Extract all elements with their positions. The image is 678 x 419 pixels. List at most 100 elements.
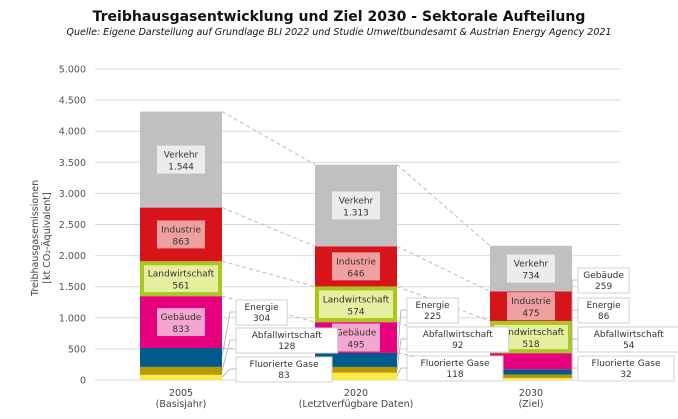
leader-line: [396, 309, 407, 360]
y-tick-label: 3.500: [59, 158, 86, 169]
callout-value: 54: [623, 341, 635, 351]
y-tick-label: 500: [68, 344, 86, 355]
data-label-value: 646: [347, 269, 364, 279]
y-tick-label: 2.500: [59, 220, 86, 231]
bar-segment-inner: [144, 265, 218, 293]
leader-line: [396, 338, 407, 370]
chart-title: Treibhausgasentwicklung und Ziel 2030 - …: [92, 9, 586, 25]
callout-value: 118: [446, 370, 463, 380]
bar-segment: [490, 374, 572, 379]
data-label-box: [332, 191, 380, 220]
callout-value: 92: [452, 341, 463, 351]
bar-segment: [315, 352, 397, 367]
x-tick-label: 2005 (Basisjahr): [156, 388, 207, 410]
data-label-value: 863: [172, 237, 189, 247]
data-label-value: 518: [522, 340, 539, 350]
data-label-name: Industrie: [161, 225, 201, 235]
data-label-box: [507, 254, 555, 283]
data-label-box: [507, 292, 555, 321]
y-axis-label: Treibhausgasemissionen[kt CO₂-Äquivalent…: [30, 180, 53, 297]
callout-value: 32: [620, 370, 631, 380]
data-label-value: 574: [347, 307, 364, 317]
bar-segment: [490, 353, 572, 370]
callout-value: 304: [253, 314, 270, 324]
callout-name: Gebäude: [583, 271, 624, 281]
bar-segment: [140, 366, 222, 375]
bar-segment-inner: [319, 290, 393, 319]
callout-name: Abfallwirtschaft: [252, 331, 323, 341]
callout-box: [577, 297, 630, 324]
x-tick-label: 2020 (Letztverfügbare Daten): [299, 388, 414, 410]
data-label-name: Gebäude: [161, 313, 202, 323]
connector-line: [396, 245, 491, 292]
callout-name: Fluorierte Gase: [250, 360, 319, 370]
y-tick-label: 3.000: [59, 189, 86, 200]
data-label-box: [157, 308, 205, 337]
leader-line: [221, 311, 236, 358]
callout-box: [235, 356, 333, 383]
data-label-name: Landwirtschaft: [323, 295, 390, 305]
callout-value: 225: [424, 312, 441, 322]
callout-name: Abfallwirtschaft: [594, 330, 665, 340]
callout-box: [235, 299, 288, 326]
data-label-value: 734: [522, 272, 539, 282]
callout-name: Abfallwirtschaft: [423, 330, 494, 340]
data-label-name: Verkehr: [339, 196, 374, 206]
callout-name: Energie: [415, 301, 450, 311]
callout-box: [406, 297, 459, 324]
leader-line: [571, 338, 578, 377]
y-tick-label: 1.000: [59, 313, 86, 324]
leader-line: [221, 339, 236, 371]
leader-line: [396, 367, 407, 377]
data-label-name: Landwirtschaft: [498, 328, 565, 338]
data-label-name: Industrie: [511, 297, 551, 307]
y-tick-label: 0: [80, 376, 86, 387]
bar-segment: [315, 372, 397, 380]
y-tick-label: 5.000: [59, 65, 86, 76]
callout-value: 86: [598, 312, 610, 322]
callout-name: Fluorierte Gase: [592, 359, 661, 369]
data-label-box: [332, 323, 380, 352]
y-tick-label: 1.500: [59, 282, 86, 293]
connector-line: [221, 260, 316, 287]
data-label-value: 475: [522, 309, 539, 319]
data-label-value: 833: [172, 325, 189, 335]
callout-name: Energie: [586, 301, 621, 311]
callout-value: 128: [278, 342, 295, 352]
data-label-box: [157, 145, 205, 174]
data-label-value: 1.544: [168, 163, 194, 173]
chart-subtitle: Quelle: Eigene Darstellung auf Grundlage…: [66, 27, 612, 38]
data-label-box: [157, 220, 205, 249]
x-tick-label: 2030 (Ziel): [518, 388, 543, 410]
data-label-name: Verkehr: [514, 260, 549, 270]
callout-name: Fluorierte Gase: [421, 359, 490, 369]
leader-line: [571, 309, 578, 372]
connector-line: [221, 111, 316, 166]
data-label-name: Industrie: [336, 257, 376, 267]
data-label-name: Verkehr: [164, 151, 199, 161]
bar-segment: [490, 378, 572, 380]
bar-segment: [315, 366, 397, 373]
callout-box: [235, 327, 339, 354]
data-label-value: 1.313: [343, 208, 369, 218]
callout-box: [577, 355, 675, 382]
y-tick-label: 4.500: [59, 96, 86, 107]
data-label-name: Gebäude: [336, 329, 377, 339]
data-label-name: Landwirtschaft: [148, 270, 215, 280]
callout-box: [577, 267, 630, 294]
bar-segment: [490, 369, 572, 375]
callout-name: Energie: [244, 303, 279, 313]
bar-segment: [140, 347, 222, 367]
leader-line: [221, 368, 236, 378]
leader-line: [571, 367, 578, 380]
y-tick-label: 4.000: [59, 127, 86, 138]
data-label-box: [332, 252, 380, 281]
data-label-value: 561: [172, 282, 189, 292]
callout-value: 83: [278, 371, 289, 381]
callout-box: [406, 355, 504, 382]
connector-line: [396, 164, 491, 247]
bar-segment: [140, 374, 222, 380]
connector-line: [221, 207, 316, 247]
callout-value: 259: [595, 282, 612, 292]
